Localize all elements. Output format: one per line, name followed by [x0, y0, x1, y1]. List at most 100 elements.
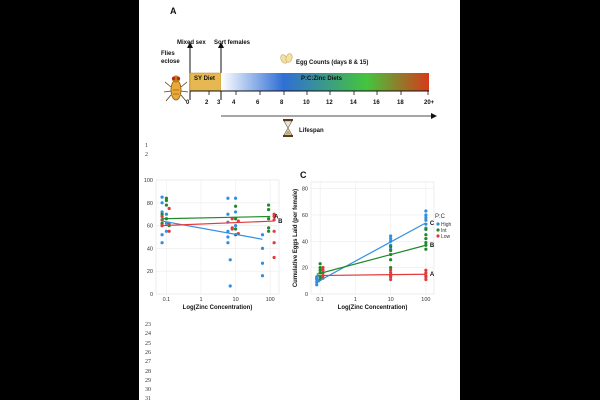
data-point-low: [389, 277, 393, 282]
x-tick-label: 10: [233, 297, 239, 303]
data-point-low: [230, 217, 234, 221]
data-point-int: [389, 248, 393, 253]
data-point-high: [160, 241, 164, 245]
timeline-tick-label: 4: [232, 100, 236, 106]
timeline-tick-label: 12: [326, 100, 333, 106]
line-number: 30: [145, 387, 151, 394]
legend-item: High: [441, 222, 452, 228]
egg-icon: [280, 53, 293, 64]
lifespan-label: Lifespan: [299, 128, 324, 134]
line-number: 23: [145, 322, 151, 328]
line-number: 1: [145, 143, 148, 149]
data-point-low: [272, 229, 276, 233]
timeline-tick-label: 3: [217, 100, 221, 106]
line-number: 26: [145, 349, 151, 356]
timeline-tick-label: 20+: [424, 100, 435, 106]
fit-line-int: [162, 215, 271, 220]
data-point-int: [266, 203, 271, 207]
line-number: 28: [145, 368, 151, 375]
data-point-low: [389, 271, 393, 275]
y-tick-label: 20: [302, 266, 308, 272]
line-number: 24: [145, 331, 151, 338]
fit-label: B: [278, 219, 283, 225]
pc-zinc-diets-label: P:C:Zinc Diets: [301, 76, 343, 82]
data-point-high: [226, 196, 230, 200]
timeline-diagram: [187, 42, 437, 119]
data-point-high: [226, 229, 230, 233]
line-number: 29: [145, 377, 151, 384]
data-point-low: [424, 277, 428, 282]
chart-c: 0 20 40 60 80 0.1 1 10 100 Log(Zinc Concentration…: [293, 181, 452, 311]
data-point-high: [233, 196, 238, 200]
fit-line-int: [316, 244, 427, 275]
x-axis-label: Log(Zinc Concentration): [183, 305, 253, 311]
data-point-int: [164, 203, 169, 207]
data-point-int: [164, 198, 169, 203]
y-tick-label: 100: [144, 178, 153, 184]
line-number: 27: [145, 359, 151, 366]
y-tick-label: 40: [147, 246, 153, 252]
x-tick-label: 1: [199, 297, 202, 303]
data-point-int: [424, 241, 428, 245]
data-point-int: [424, 233, 428, 237]
timeline-tick-label: 8: [280, 100, 284, 106]
panel-c-label: C: [300, 170, 307, 180]
data-point-low: [167, 229, 171, 233]
legend-item: Low: [441, 234, 451, 240]
legend-item: Int: [441, 228, 447, 234]
data-point-low: [272, 212, 276, 216]
x-tick-label: 100: [266, 297, 275, 303]
data-point-low: [230, 227, 234, 231]
x-tick-label: 1: [354, 297, 357, 303]
plot-area: [310, 181, 435, 295]
y-tick-label: 80: [302, 187, 308, 193]
data-point-int: [424, 227, 428, 232]
legend-swatch: [436, 222, 440, 226]
line-number: 31: [145, 396, 151, 400]
data-point-int: [389, 266, 393, 270]
fit-line-high: [316, 222, 427, 283]
data-point-high: [160, 233, 164, 237]
data-point-int: [389, 258, 393, 262]
timeline-tick-label: 6: [256, 100, 260, 106]
legend-swatch: [436, 228, 440, 232]
data-point-int: [266, 229, 271, 233]
timeline-tick-label: 10: [303, 100, 310, 106]
data-point-high: [160, 210, 164, 214]
data-point-int: [424, 247, 428, 251]
data-point-high: [424, 209, 428, 213]
data-point-int: [318, 268, 322, 272]
timeline-tick-label: 0: [186, 100, 190, 106]
data-point-high: [233, 210, 238, 214]
x-tick-label: 0.1: [316, 297, 324, 303]
plot-area: [155, 179, 280, 295]
data-point-high: [389, 237, 393, 241]
legend-title: P:C: [435, 214, 446, 220]
x-tick-label: 0.1: [163, 297, 171, 303]
data-point-high: [226, 212, 230, 216]
fit-label: A: [430, 272, 435, 278]
data-point-int: [160, 221, 164, 225]
x-tick-label: 100: [421, 297, 430, 303]
data-point-low: [272, 241, 276, 245]
timeline-tick-label: 2: [205, 100, 209, 106]
y-tick-label: 20: [147, 269, 153, 275]
panel-a-label: A: [170, 6, 177, 16]
data-point-int: [424, 237, 428, 241]
sy-diet-label: SY Diet: [194, 76, 215, 82]
data-point-high: [160, 201, 164, 205]
fit-line-low: [316, 273, 426, 277]
data-point-int: [318, 266, 322, 270]
data-point-high: [164, 212, 169, 216]
sort-females-label: Sort females: [214, 40, 251, 46]
data-point-high: [424, 218, 428, 222]
data-point-high: [226, 241, 230, 245]
data-point-int: [164, 196, 169, 200]
mixed-sex-label: Mixed sex: [177, 40, 206, 46]
x-tick-label: 10: [388, 297, 394, 303]
y-tick-label: 40: [302, 239, 308, 245]
hourglass-icon: [283, 119, 293, 137]
data-point-int: [233, 217, 238, 221]
pc-zinc-diet-bar: [221, 73, 429, 91]
data-point-low: [389, 268, 393, 272]
